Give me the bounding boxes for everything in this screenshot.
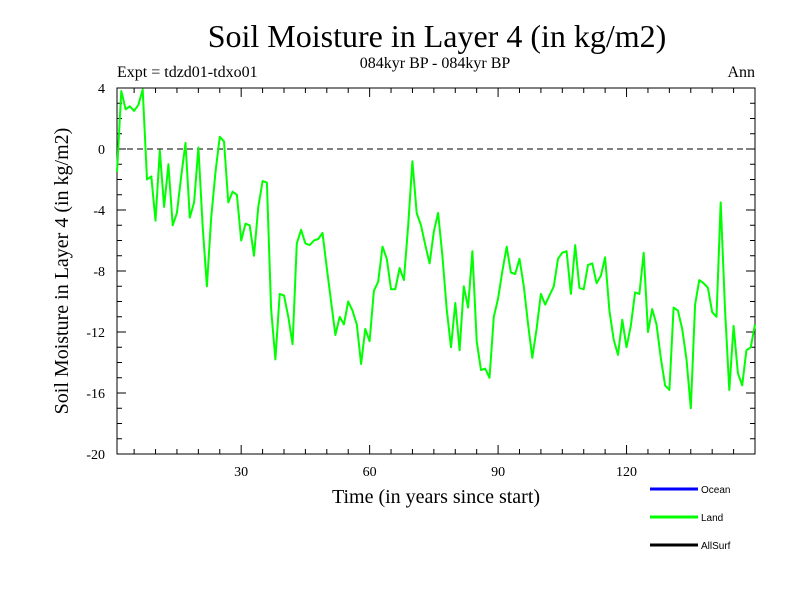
legend-label-allsurf: AllSurf xyxy=(701,541,731,552)
x-tick-label: 90 xyxy=(491,465,505,480)
y-tick-label: -20 xyxy=(86,448,105,463)
x-tick-label: 120 xyxy=(616,465,637,480)
axis-ticks xyxy=(117,87,756,455)
y-tick-label: 4 xyxy=(98,82,105,97)
season-label: Ann xyxy=(727,64,755,81)
plot-area xyxy=(116,87,756,455)
y-tick-labels: 4 0 -4 -8 -12 -16 -20 xyxy=(86,82,105,463)
legend-label-land: Land xyxy=(701,513,723,524)
x-tick-label: 60 xyxy=(363,465,377,480)
legend-label-ocean: Ocean xyxy=(701,485,730,496)
y-axis-label: Soil Moisture in Layer 4 (in kg/m2) xyxy=(51,128,73,415)
y-tick-label: -4 xyxy=(93,204,105,219)
chart-title: Soil Moisture in Layer 4 (in kg/m2) xyxy=(208,18,667,54)
x-axis-label: Time (in years since start) xyxy=(332,486,540,508)
chart-subtitle: 084kyr BP - 084kyr BP xyxy=(360,55,511,72)
y-tick-label: -8 xyxy=(93,265,105,280)
x-tick-label: 30 xyxy=(234,465,248,480)
y-tick-label: -16 xyxy=(86,387,105,402)
land-series-line xyxy=(116,88,756,410)
experiment-label: Expt = tdzd01-tdxo01 xyxy=(117,64,258,81)
y-tick-label: -12 xyxy=(86,326,105,341)
legend: Ocean Land AllSurf xyxy=(650,485,731,552)
x-tick-labels: 30 60 90 120 xyxy=(234,465,637,480)
y-tick-label: 0 xyxy=(98,143,105,158)
